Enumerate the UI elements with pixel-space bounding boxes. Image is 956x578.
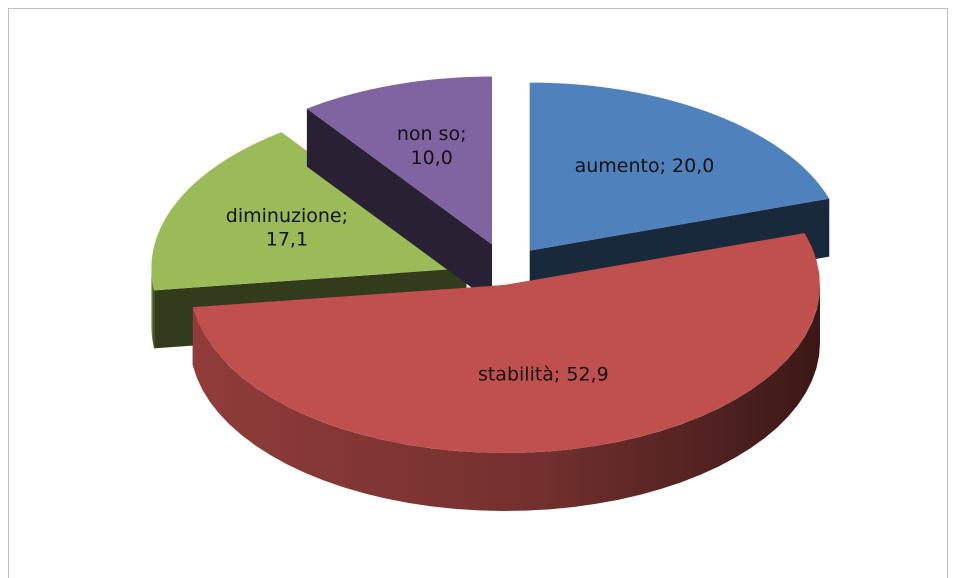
slice <box>306 76 493 303</box>
slice-wall <box>192 285 820 511</box>
data-label-line: 17,1 <box>266 228 308 250</box>
slice-top <box>529 82 830 251</box>
slice-top <box>151 132 467 291</box>
data-label: aumento; 20,0 <box>575 155 715 177</box>
slice-top <box>192 233 820 453</box>
slice-wall <box>151 268 155 349</box>
slice-side <box>306 108 493 303</box>
data-label: diminuzione; 17,1 <box>226 204 348 250</box>
slice <box>192 233 820 511</box>
data-label-line: 10,0 <box>411 146 453 168</box>
slice-top <box>306 76 493 245</box>
data-label-line: non so; <box>397 123 467 145</box>
data-label: stabilità; 52,9 <box>478 364 609 386</box>
data-label-line: diminuzione; <box>226 204 348 226</box>
data-label: non so; 10,0 <box>397 123 467 169</box>
